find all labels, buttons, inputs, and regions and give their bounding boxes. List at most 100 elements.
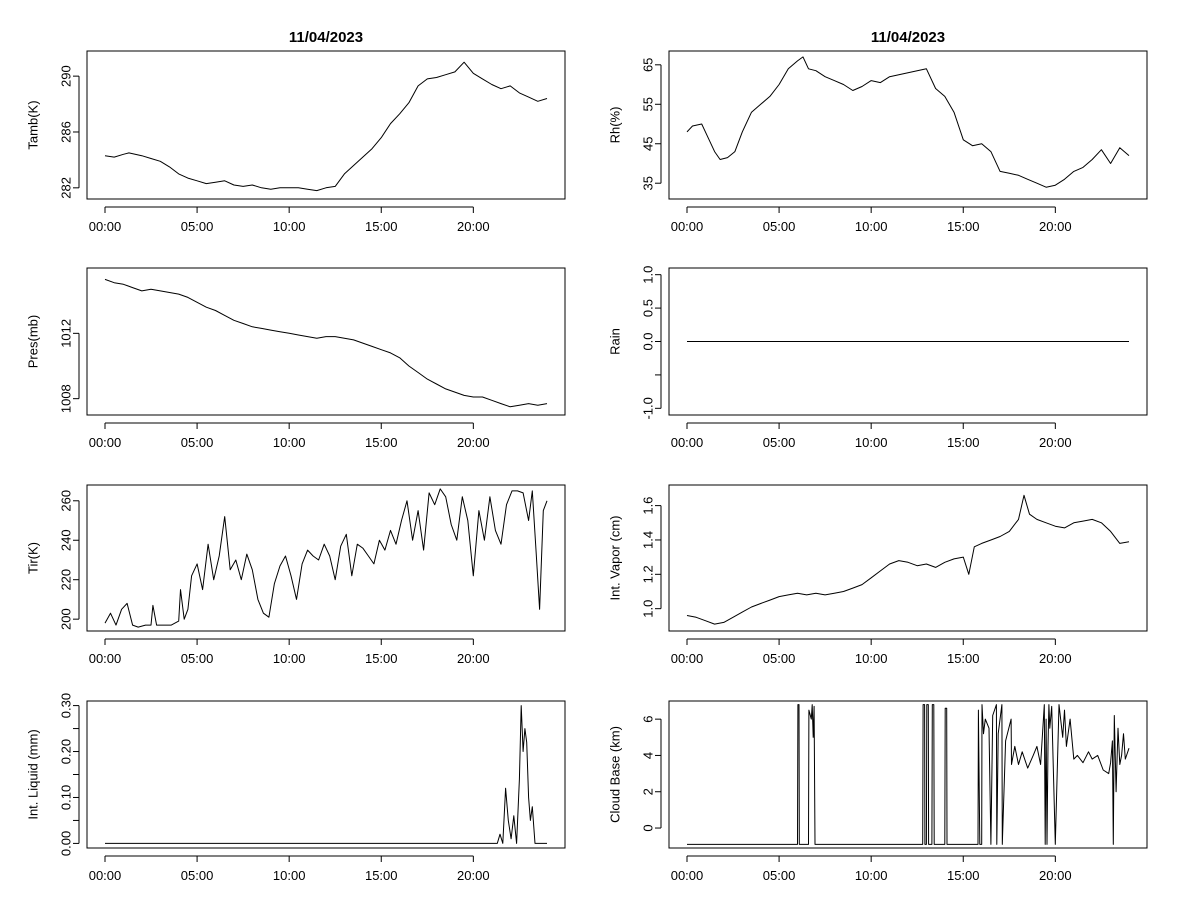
vapor-y-tick-label: 1.6 xyxy=(640,497,655,515)
cloud-base-x-tick-label: 05:00 xyxy=(763,868,796,883)
cloud-base-x-axis: 00:00 05:00 10:00 15:00 20:00 xyxy=(671,855,1072,883)
vapor-y-tick-label: 1.0 xyxy=(640,600,655,618)
tir-x-axis: 00:00 05:00 10:00 15:00 20:00 xyxy=(89,638,490,666)
vapor-y-tick-label: 1.2 xyxy=(640,565,655,583)
rh-plot-frame xyxy=(668,50,1148,200)
cloud-base-y-tick-label: 0 xyxy=(640,824,655,831)
tamb-y-label: Tamb(K) xyxy=(25,100,40,149)
vapor-y-axis: 1.0 1.2 1.4 1.6 xyxy=(640,497,662,618)
cloud-base-plot-frame xyxy=(668,700,1148,849)
tir-x-tick-label: 20:00 xyxy=(457,651,490,666)
panel-tir: 00:00 05:00 10:00 15:00 20:00 200 220 240 260 Tir… xyxy=(25,484,566,666)
rain-y-axis: -1.0 0.0 0.5 1.0 xyxy=(640,266,662,420)
tir-y-axis: 200 220 240 260 xyxy=(58,490,80,630)
liquid-x-axis: 00:00 05:00 10:00 15:00 20:00 xyxy=(89,855,490,883)
tir-y-tick-label: 200 xyxy=(58,608,73,630)
tamb-x-axis: 00:00 05:00 10:00 15:00 20:00 xyxy=(89,206,490,234)
cloud-base-x-tick-label: 20:00 xyxy=(1039,868,1072,883)
vapor-y-tick-label: 1.4 xyxy=(640,531,655,549)
liquid-x-tick-label: 05:00 xyxy=(181,868,214,883)
vapor-x-axis: 00:00 05:00 10:00 15:00 20:00 xyxy=(671,638,1072,666)
panel-rain: 00:00 05:00 10:00 15:00 20:00 -1.0 0.0 0.5 1.0 Ra… xyxy=(607,266,1148,450)
rh-y-axis: 35 45 55 65 xyxy=(640,58,662,190)
liquid-y-tick-label: 0.00 xyxy=(58,831,73,856)
rh-x-tick-label: 15:00 xyxy=(947,219,980,234)
cloud-base-y-tick-label: 6 xyxy=(640,716,655,723)
liquid-x-tick-label: 20:00 xyxy=(457,868,490,883)
liquid-y-tick-label: 0.20 xyxy=(58,739,73,764)
tamb-y-axis: 282 286 290 xyxy=(58,65,80,199)
rain-y-tick-label: 0.5 xyxy=(640,299,655,317)
rh-y-tick-label: 65 xyxy=(640,58,655,72)
liquid-y-label: Int. Liquid (mm) xyxy=(25,729,40,819)
tamb-series-line xyxy=(104,61,548,192)
panel-tamb: 00:00 05:00 10:00 15:00 20:00 282 286 290 Tamb(K… xyxy=(25,50,566,234)
pres-y-label: Pres(mb) xyxy=(25,315,40,368)
tir-y-tick-label: 240 xyxy=(58,529,73,551)
cloud-base-series-line xyxy=(687,704,1130,845)
vapor-y-label: Int. Vapor (cm) xyxy=(607,515,622,600)
pres-x-tick-label: 00:00 xyxy=(89,435,122,450)
tir-y-label: Tir(K) xyxy=(25,542,40,574)
pres-y-axis: 1008 1012 xyxy=(58,319,80,413)
tir-x-tick-label: 15:00 xyxy=(365,651,398,666)
rh-x-axis: 00:00 05:00 10:00 15:00 20:00 xyxy=(671,206,1072,234)
rain-x-tick-label: 15:00 xyxy=(947,435,980,450)
rh-x-tick-label: 10:00 xyxy=(855,219,888,234)
liquid-x-tick-label: 15:00 xyxy=(365,868,398,883)
liquid-x-tick-label: 10:00 xyxy=(273,868,306,883)
rain-x-tick-label: 10:00 xyxy=(855,435,888,450)
rh-y-label: Rh(%) xyxy=(607,107,622,144)
cloud-base-x-tick-label: 15:00 xyxy=(947,868,980,883)
rain-x-tick-label: 20:00 xyxy=(1039,435,1072,450)
tir-x-tick-label: 05:00 xyxy=(181,651,214,666)
cloud-base-y-tick-label: 4 xyxy=(640,752,655,759)
rh-y-tick-label: 55 xyxy=(640,97,655,111)
liquid-plot-frame xyxy=(86,700,566,849)
vapor-x-tick-label: 00:00 xyxy=(671,651,704,666)
rain-x-axis: 00:00 05:00 10:00 15:00 20:00 xyxy=(671,422,1072,450)
tamb-plot-frame xyxy=(86,50,566,200)
liquid-y-axis: 0.00 0.10 0.20 0.30 xyxy=(58,693,80,856)
cloud-base-y-tick-label: 2 xyxy=(640,788,655,795)
vapor-plot-frame xyxy=(668,484,1148,632)
liquid-y-tick-label: 0.30 xyxy=(58,693,73,718)
rh-x-tick-label: 05:00 xyxy=(763,219,796,234)
rh-x-tick-label: 00:00 xyxy=(671,219,704,234)
rh-y-tick-label: 35 xyxy=(640,176,655,190)
panel-rh: 00:00 05:00 10:00 15:00 20:00 35 45 55 65 Rh(%) xyxy=(607,50,1148,234)
tir-x-tick-label: 00:00 xyxy=(89,651,122,666)
rain-y-label: Rain xyxy=(607,328,622,355)
tamb-x-tick-label: 00:00 xyxy=(89,219,122,234)
vapor-x-tick-label: 15:00 xyxy=(947,651,980,666)
rain-x-tick-label: 00:00 xyxy=(671,435,704,450)
panel-cloud-base: 00:00 05:00 10:00 15:00 20:00 0 2 4 6 Cloud Base … xyxy=(607,700,1148,883)
tamb-y-tick-label: 290 xyxy=(58,65,73,87)
title-right: 11/04/2023 xyxy=(871,29,945,46)
tamb-y-tick-label: 282 xyxy=(58,177,73,199)
liquid-series-line xyxy=(105,705,547,844)
tamb-x-tick-label: 10:00 xyxy=(273,219,306,234)
tir-x-tick-label: 10:00 xyxy=(273,651,306,666)
rh-y-tick-label: 45 xyxy=(640,137,655,151)
vapor-x-tick-label: 10:00 xyxy=(855,651,888,666)
rh-x-tick-label: 20:00 xyxy=(1039,219,1072,234)
tir-plot-frame xyxy=(86,484,566,632)
vapor-x-tick-label: 05:00 xyxy=(763,651,796,666)
pres-series-line xyxy=(104,278,548,408)
pres-x-tick-label: 10:00 xyxy=(273,435,306,450)
pres-x-tick-label: 15:00 xyxy=(365,435,398,450)
tamb-x-tick-label: 05:00 xyxy=(181,219,214,234)
panel-liquid: 00:00 05:00 10:00 15:00 20:00 0.00 0.10 0.20 0.3… xyxy=(25,693,566,883)
tir-y-tick-label: 260 xyxy=(58,490,73,512)
panel-pres: 00:00 05:00 10:00 15:00 20:00 1008 1012 Pres(mb… xyxy=(25,267,566,450)
title-left: 11/04/2023 xyxy=(289,29,363,46)
pres-plot-frame xyxy=(86,267,566,416)
rain-plot-frame xyxy=(668,267,1148,416)
rain-y-tick-label: 1.0 xyxy=(640,266,655,284)
pres-y-tick-label: 1008 xyxy=(58,384,73,413)
vapor-x-tick-label: 20:00 xyxy=(1039,651,1072,666)
cloud-base-x-tick-label: 10:00 xyxy=(855,868,888,883)
pres-x-axis: 00:00 05:00 10:00 15:00 20:00 xyxy=(89,422,490,450)
